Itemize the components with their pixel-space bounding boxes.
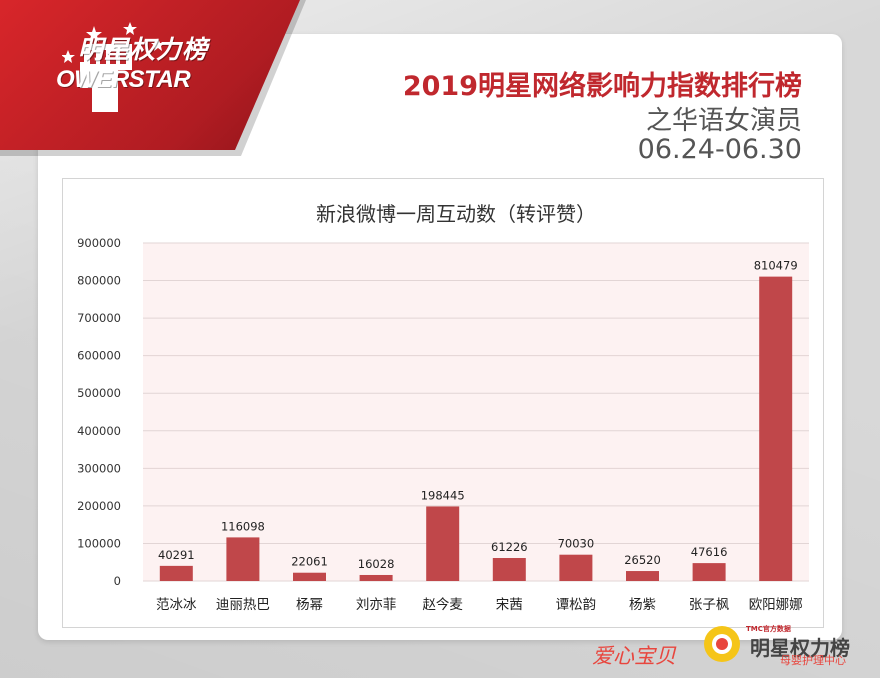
bar: [226, 537, 260, 581]
bar-chart: 新浪微博一周互动数（转评赞） 0 100000 200000 300000 400000 5…: [77, 202, 809, 613]
data-label: 26520: [624, 553, 661, 567]
plot-area: [143, 243, 809, 581]
chart-title: 新浪微博一周互动数（转评赞）: [316, 202, 596, 226]
bar: [359, 574, 393, 581]
sun-logo-icon: [704, 626, 740, 662]
data-label: 16028: [358, 557, 395, 571]
star-icon: [62, 50, 75, 63]
chart-panel: 新浪微博一周互动数（转评赞） 0 100000 200000 300000 400000 5…: [62, 178, 824, 628]
star-icon: [151, 38, 165, 51]
bar: [692, 563, 726, 581]
y-tick-label: 600000: [77, 349, 121, 363]
x-tick-label: 欧阳娜娜: [749, 597, 803, 613]
y-tick-label: 800000: [77, 274, 121, 288]
watermark-tiny-text: TMC官方数据: [746, 625, 791, 633]
watermark-right-subtext: 母婴护理中心: [780, 654, 846, 667]
watermark-right-text: 明星权力榜: [750, 636, 850, 660]
data-label: 22061: [291, 555, 328, 569]
y-tick-label: 700000: [77, 311, 121, 325]
star-icon: [123, 22, 137, 35]
bar: [626, 571, 659, 581]
y-tick-label: 900000: [77, 236, 121, 250]
bar: [426, 506, 460, 581]
star-icon: [86, 26, 102, 42]
powerstar-logo-icon: [62, 22, 165, 112]
x-tick-label: 谭松韵: [556, 597, 597, 613]
x-tick-label: 杨幂: [296, 597, 323, 613]
page-title: 2019明星网络影响力指数排行榜: [402, 71, 802, 102]
logo-english-text: OWERSTAR: [56, 66, 191, 93]
x-tick-label: 宋茜: [496, 597, 523, 613]
y-tick-label: 200000: [77, 499, 121, 513]
y-tick-label: 100000: [77, 536, 121, 550]
watermark-left-text: 爱心宝贝: [592, 644, 676, 668]
data-label: 116098: [221, 519, 265, 533]
data-label: 61226: [491, 540, 528, 554]
bar: [759, 276, 793, 581]
data-label: 47616: [691, 545, 728, 559]
bar: [159, 565, 193, 581]
bar: [293, 572, 326, 581]
date-range: 06.24-06.30: [637, 134, 802, 165]
y-tick-label: 400000: [77, 424, 121, 438]
y-tick-label: 0: [114, 574, 121, 588]
data-label: 810479: [754, 259, 798, 273]
bar: [559, 554, 593, 581]
data-label: 70030: [558, 537, 595, 551]
bar: [492, 558, 526, 581]
page-subtitle: 之华语女演员: [645, 106, 802, 136]
y-tick-label: 300000: [77, 461, 121, 475]
logo-chinese-text: 明星权力榜: [78, 35, 209, 64]
x-tick-label: 赵今麦: [422, 597, 463, 613]
data-label: 198445: [421, 488, 465, 502]
x-tick-label: 杨紫: [629, 597, 656, 613]
x-tick-label: 迪丽热巴: [216, 597, 270, 613]
x-tick-label: 张子枫: [689, 597, 730, 613]
x-tick-label: 范冰冰: [156, 597, 197, 613]
x-tick-label: 刘亦菲: [356, 597, 397, 613]
data-label: 40291: [158, 548, 195, 562]
y-tick-label: 500000: [77, 386, 121, 400]
